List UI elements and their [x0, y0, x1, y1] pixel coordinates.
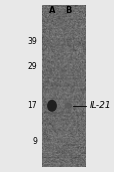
- Text: 17: 17: [27, 101, 37, 110]
- Text: 29: 29: [27, 62, 37, 71]
- Ellipse shape: [47, 100, 56, 112]
- Text: A: A: [48, 6, 55, 15]
- Ellipse shape: [45, 97, 58, 114]
- Ellipse shape: [64, 103, 72, 109]
- Text: 39: 39: [27, 37, 37, 46]
- Text: IL-21: IL-21: [89, 101, 110, 110]
- Text: 9: 9: [32, 137, 37, 146]
- Text: B: B: [65, 6, 71, 15]
